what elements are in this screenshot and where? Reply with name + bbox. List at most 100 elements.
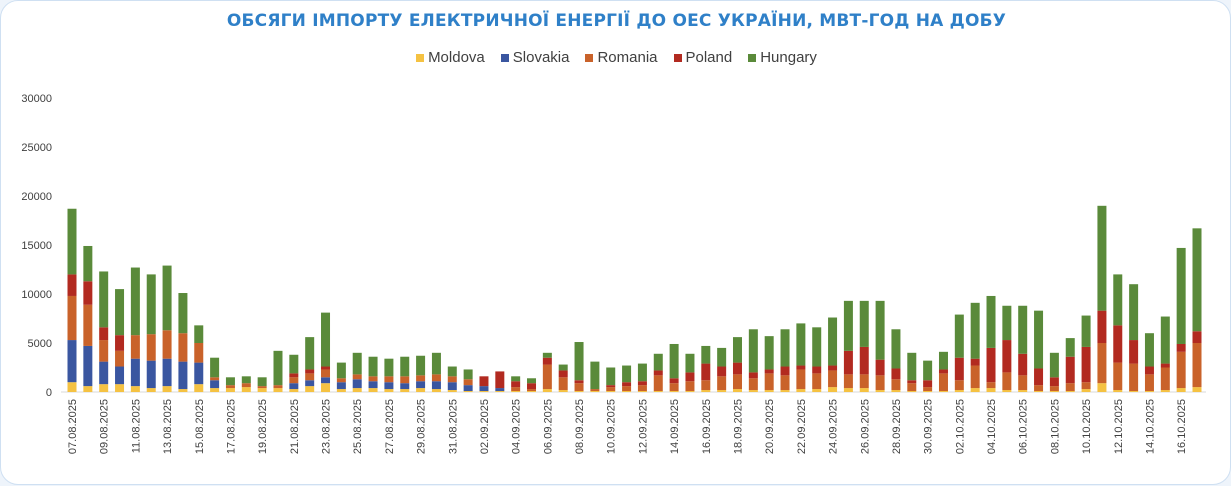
bar-segment-moldova (717, 390, 727, 392)
bar-segment-moldova (447, 390, 457, 392)
bar-segment-romania (843, 374, 853, 389)
legend-item-hungary: Hungary (748, 49, 817, 66)
bar-segment-hungary (368, 356, 378, 377)
bar-segment-hungary (1176, 247, 1186, 344)
bar-segment-moldova (732, 389, 742, 392)
bar-segment-romania (732, 374, 742, 390)
bar-segment-romania (1113, 362, 1123, 391)
bar-segment-hungary (669, 343, 679, 379)
bar-segment-moldova (843, 388, 853, 392)
bar-segment-slovakia (368, 381, 378, 389)
bar-segment-romania (368, 376, 378, 382)
bar-segment-romania (115, 350, 125, 367)
bar-segment-moldova (99, 384, 109, 392)
bar-segment-moldova (83, 386, 93, 392)
bar-segment-hungary (400, 356, 410, 377)
bar-segment-poland (780, 366, 790, 376)
x-tick-label: 02.09.2025 (479, 399, 491, 454)
bar-segment-poland (527, 383, 537, 390)
bar-segment-poland (891, 368, 901, 380)
bar-segment-romania (1065, 383, 1075, 392)
legend-item-romania: Romania (585, 49, 658, 66)
bar-segment-moldova (780, 390, 790, 392)
bar-segment-slovakia (352, 379, 362, 389)
bar-segment-romania (1176, 351, 1186, 389)
bar-segment-poland (796, 365, 806, 370)
bar-segment-moldova (400, 389, 410, 392)
y-tick-label: 30000 (21, 93, 52, 105)
bar-segment-slovakia (115, 366, 125, 385)
bar-segment-slovakia (210, 380, 220, 389)
bar-segment-poland (986, 347, 996, 383)
bar-segment-moldova (764, 390, 774, 392)
legend-label: Poland (685, 49, 733, 66)
bar-segment-hungary (99, 271, 109, 328)
bar-segment-poland (637, 381, 647, 386)
bar-segment-poland (1129, 340, 1139, 364)
bar-segment-hungary (701, 345, 711, 364)
bar-segment-hungary (305, 337, 315, 370)
bar-segment-moldova (1065, 391, 1075, 392)
bar-segment-romania (748, 378, 758, 391)
legend-label: Romania (597, 49, 658, 66)
bar-segment-romania (83, 304, 93, 346)
x-tick-label: 10.09.2025 (606, 399, 618, 454)
bar-segment-hungary (923, 360, 933, 381)
bar-segment-romania (1160, 367, 1170, 391)
legend-item-slovakia: Slovakia (500, 49, 569, 66)
legend-item-poland: Poland (673, 49, 733, 66)
x-tick-label: 06.09.2025 (542, 399, 554, 454)
bar-segment-moldova (479, 391, 489, 392)
bar-segment-poland (685, 372, 695, 382)
bar-segment-poland (1002, 340, 1012, 373)
bar-segment-moldova (178, 389, 188, 392)
bar-segment-poland (606, 385, 616, 388)
bar-segment-romania (558, 377, 568, 391)
bar-segment-romania (289, 377, 299, 384)
bar-segment-slovakia (416, 381, 426, 389)
bar-segment-hungary (986, 295, 996, 348)
bar-segment-romania (225, 385, 235, 389)
bar-segment-poland (289, 373, 299, 378)
bar-segment-hungary (352, 352, 362, 375)
bar-segment-romania (954, 380, 964, 391)
bar-segment-moldova (590, 391, 600, 392)
bar-segment-hungary (1097, 205, 1107, 311)
bar-segment-hungary (622, 365, 632, 383)
bar-segment-hungary (194, 325, 204, 343)
bar-segment-romania (511, 387, 521, 392)
bar-segment-slovakia (384, 382, 394, 390)
bar-segment-romania (1081, 382, 1091, 390)
bar-segment-hungary (606, 367, 616, 386)
x-tick-label: 27.08.2025 (384, 399, 396, 454)
bar-segment-romania (210, 377, 220, 381)
bar-segment-romania (622, 386, 632, 392)
bar-segment-hungary (257, 377, 267, 387)
bar-segment-romania (1002, 372, 1012, 391)
x-tick-label: 07.08.2025 (67, 399, 79, 454)
bar-segment-moldova (653, 391, 663, 392)
bar-segment-moldova (1018, 390, 1028, 392)
legend-swatch-romania (585, 53, 594, 62)
bar-segment-moldova (527, 391, 537, 392)
bar-segment-moldova (1129, 391, 1139, 392)
x-tick-label: 09.08.2025 (99, 399, 111, 454)
bar-segment-slovakia (99, 361, 109, 385)
bar-segment-hungary (384, 358, 394, 377)
bar-segment-hungary (321, 312, 331, 367)
bar-segment-hungary (558, 364, 568, 371)
bar-segment-moldova (907, 391, 917, 392)
bar-segment-hungary (1065, 338, 1075, 357)
bar-segment-hungary (1002, 305, 1012, 341)
bar-segment-slovakia (431, 381, 441, 390)
bar-segment-romania (99, 340, 109, 362)
bar-segment-poland (1034, 368, 1044, 386)
bar-segment-poland (479, 376, 489, 387)
bar-segment-moldova (384, 389, 394, 392)
bar-segment-poland (748, 372, 758, 379)
bar-segment-hungary (891, 329, 901, 369)
bar-segment-romania (1018, 375, 1028, 391)
bar-segment-hungary (289, 354, 299, 374)
bar-segment-moldova (368, 388, 378, 392)
bar-segment-hungary (1049, 352, 1059, 378)
